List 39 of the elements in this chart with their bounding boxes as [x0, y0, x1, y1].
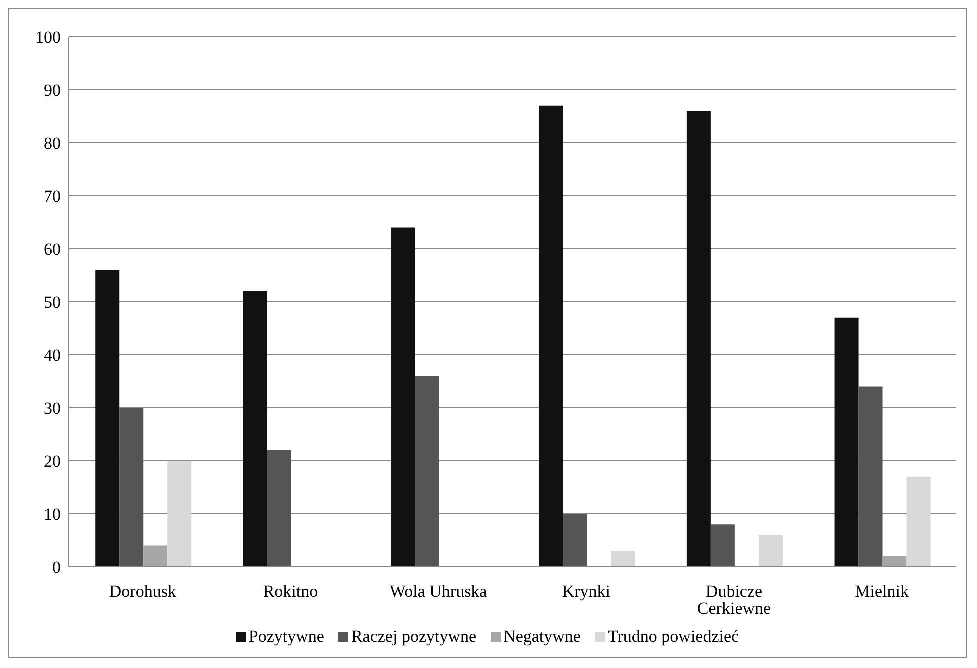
legend-label: Pozytywne [248, 627, 324, 647]
y-tick-label: 10 [44, 505, 61, 524]
bar [611, 551, 636, 567]
y-tick-label: 40 [44, 346, 61, 366]
y-tick-label: 90 [44, 81, 61, 100]
y-tick-label: 60 [44, 240, 61, 260]
legend-label: Raczej pozytywne [350, 627, 477, 647]
y-tick-label: 20 [44, 452, 61, 472]
bar [243, 291, 268, 567]
y-tick-label: 70 [44, 187, 61, 206]
bar [415, 376, 440, 567]
legend-label: Trudno powiedzieć [606, 627, 740, 647]
bar [391, 228, 416, 567]
bar [882, 556, 907, 567]
legend-label: Negatywne [502, 627, 581, 647]
x-tick-label: Dubicze Cerkiewne [697, 582, 772, 618]
bar [539, 106, 564, 567]
bar [168, 461, 192, 567]
bar [96, 270, 120, 567]
bar [144, 546, 168, 567]
y-tick-label: 50 [44, 293, 61, 312]
x-tick-label: Krynki [562, 582, 611, 602]
bar [267, 450, 292, 567]
x-tick-label: Wola Uhruska [390, 582, 488, 602]
bar [758, 535, 783, 567]
x-tick-label: Rokitno [263, 582, 318, 602]
y-tick-label: 30 [44, 399, 61, 418]
y-tick-label: 80 [44, 134, 61, 154]
bar [834, 318, 859, 567]
x-tick-label: Mielnik [855, 582, 910, 602]
x-tick-label: Dorohusk [109, 582, 177, 602]
bar [906, 476, 931, 567]
bar [563, 514, 588, 567]
bar [686, 111, 711, 567]
y-tick-label: 100 [36, 28, 61, 48]
bar [858, 386, 883, 567]
bar [710, 524, 735, 567]
bar [120, 408, 144, 567]
y-tick-label: 0 [52, 558, 61, 578]
